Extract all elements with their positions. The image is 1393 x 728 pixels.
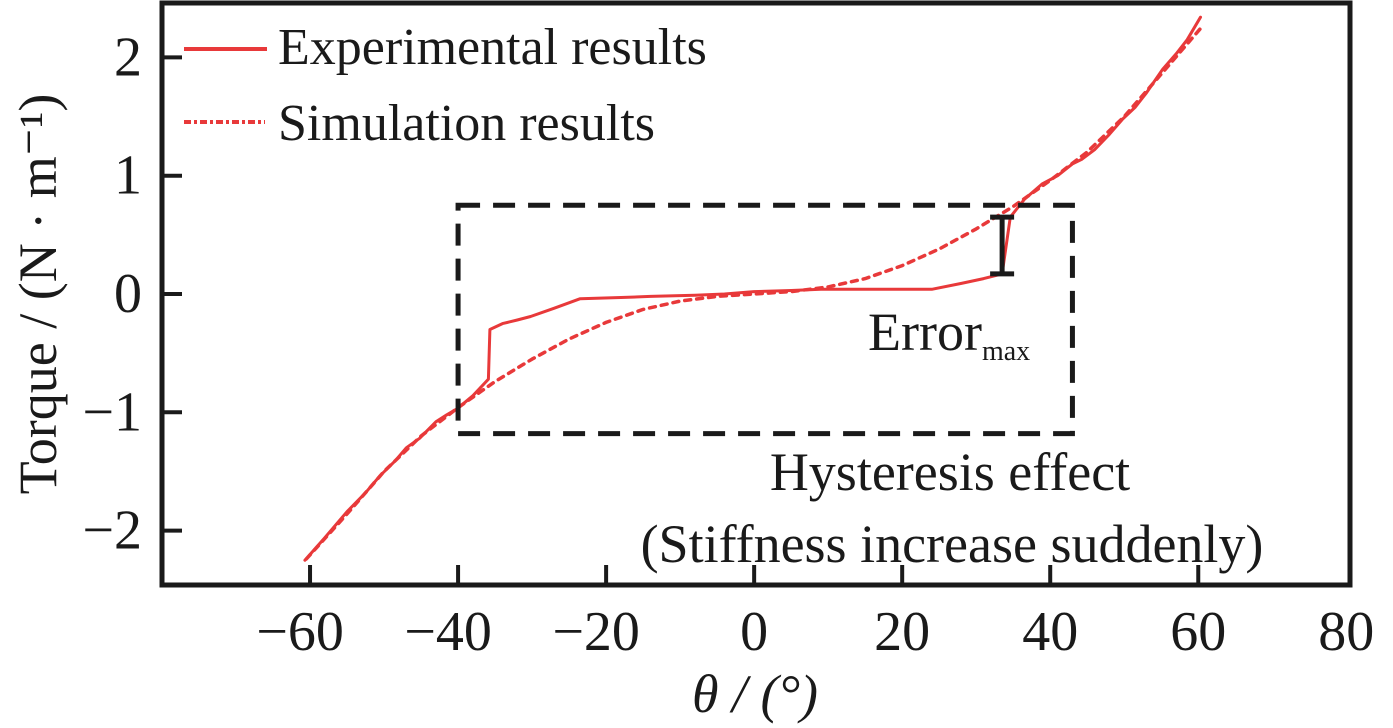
y-tick-label: 1 (114, 145, 142, 207)
error-label: Errormax (868, 302, 1030, 367)
y-tick-label: −1 (82, 381, 142, 443)
error-label-sub: max (982, 336, 1030, 367)
x-tick-label: 20 (874, 601, 930, 663)
y-tick-label: 2 (114, 26, 142, 88)
hysteresis-label-line1: Hysteresis effect (770, 442, 1130, 502)
x-tick-label: −40 (404, 601, 492, 663)
y-tick-label: 0 (114, 263, 142, 325)
legend-label-simulation: Simulation results (278, 95, 655, 152)
x-tick-label: 40 (1022, 601, 1078, 663)
x-tick-label: −60 (256, 601, 344, 663)
error-label-main: Error (868, 302, 982, 362)
y-tick-label: −2 (82, 500, 142, 562)
ticks-layer: −60 −40 −20 0 20 40 60 80 −2 −1 0 1 2 (82, 26, 1374, 663)
hysteresis-label-line2: (Stiffness increase suddenly) (641, 514, 1264, 574)
error-max-bar (990, 214, 1015, 277)
x-axis-title: θ / (°) (692, 664, 818, 724)
x-tick-label: −20 (552, 601, 640, 663)
x-axis-title-text: θ / (°) (692, 664, 818, 724)
y-axis-title: Torque / (N · m⁻¹) (8, 94, 68, 495)
x-tick-label: 80 (1318, 601, 1374, 663)
legend: Experimental results Simulation results (184, 19, 707, 152)
annotations-layer (455, 202, 1075, 437)
legend-label-experimental: Experimental results (278, 19, 707, 76)
x-tick-label: 60 (1170, 601, 1226, 663)
x-tick-label: 0 (740, 601, 768, 663)
